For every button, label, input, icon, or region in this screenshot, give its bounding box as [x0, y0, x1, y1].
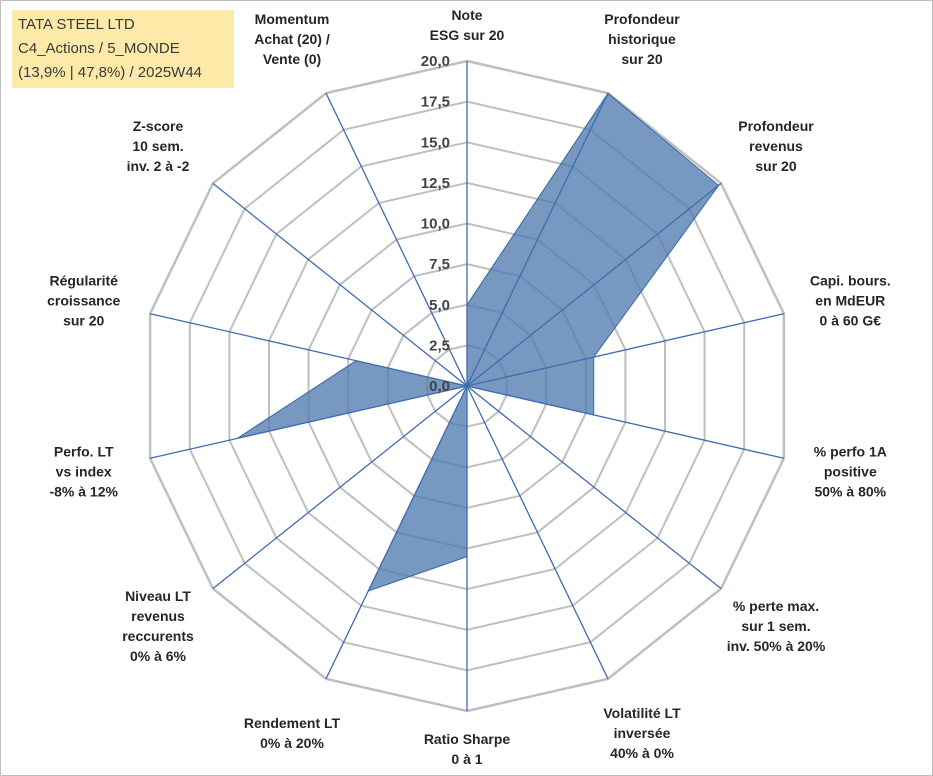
axis-label-line: 0% à 6%: [130, 648, 187, 664]
axis-label-line: Volatilité LT: [603, 705, 681, 721]
axis-label-line: positive: [824, 464, 877, 480]
tick-label: 17,5: [421, 94, 450, 111]
axis-label-line: ESG sur 20: [430, 27, 505, 43]
axis-label-line: Ratio Sharpe: [424, 731, 511, 747]
tick-label: 0,0: [429, 378, 450, 395]
axis-label-line: inversée: [614, 725, 671, 741]
axis-label: Régularité croissance sur 20: [47, 272, 120, 328]
axis-label-line: 0% à 20%: [260, 735, 324, 751]
axis-label-line: Régularité: [49, 272, 118, 288]
axis-label-line: inv. 2 à -2: [127, 158, 190, 174]
series-area: [237, 92, 720, 592]
axis-label-line: sur 20: [63, 312, 104, 328]
axis-label: % perfo 1A positive 50% à 80%: [814, 444, 887, 500]
axis-spoke: [466, 385, 785, 459]
axis-label: Z-score 10 sem. inv. 2 à -2: [127, 118, 190, 174]
axis-label-line: reccurents: [122, 628, 194, 644]
axis-label-line: % perfo 1A: [814, 444, 887, 460]
tick-label: 12,5: [421, 175, 450, 192]
axis-label: Profondeur revenus sur 20: [738, 118, 814, 174]
axis-spoke: [466, 92, 609, 387]
tick-label: 20,0: [421, 53, 450, 70]
axis-spoke: [325, 385, 468, 680]
axis-label: Volatilité LT inversée 40% à 0%: [603, 705, 681, 761]
axis-label: Perfo. LT vs index -8% à 12%: [49, 444, 118, 500]
axis-spoke: [466, 182, 722, 387]
tick-label: 2,5: [429, 337, 450, 354]
axis-label-line: 10 sem.: [132, 138, 183, 154]
axis-label-line: Perfo. LT: [54, 444, 114, 460]
tick-label: 7,5: [429, 256, 450, 273]
axis-label-line: Momentum: [255, 11, 330, 27]
axis-label: Rendement LT 0% à 20%: [244, 715, 341, 751]
tick-label: 5,0: [429, 297, 450, 314]
axis-label-line: Achat (20) /: [254, 31, 330, 47]
axis-label-line: Profondeur: [604, 11, 680, 27]
info-box: TATA STEEL LTD C4_Actions / 5_MONDE (13,…: [12, 10, 234, 88]
axis-label-line: historique: [608, 31, 676, 47]
axis-label-line: inv. 50% à 20%: [727, 638, 826, 654]
axis-label-line: sur 1 sem.: [741, 618, 810, 634]
axis-label: Profondeur historique sur 20: [604, 11, 680, 67]
axis-label-line: 0 à 60 G€: [820, 312, 882, 328]
axis-label-line: % perte max.: [733, 598, 819, 614]
axis-label-line: -8% à 12%: [49, 484, 118, 500]
axis-label-line: Niveau LT: [125, 588, 191, 604]
axis-label-line: sur 20: [755, 158, 796, 174]
axis-label-line: 40% à 0%: [610, 745, 674, 761]
axis-label-line: revenus: [749, 138, 803, 154]
info-line-company: TATA STEEL LTD: [18, 16, 135, 33]
axis-label-line: en MdEUR: [815, 292, 885, 308]
axis-label-line: Profondeur: [738, 118, 814, 134]
axis-label-line: vs index: [56, 464, 112, 480]
axis-label: Note ESG sur 20: [430, 7, 505, 43]
info-line-category: C4_Actions / 5_MONDE: [18, 40, 180, 57]
axis-label-line: Z-score: [133, 118, 184, 134]
axis-labels: Note ESG sur 20 Profondeur historique sur 20…: [47, 7, 891, 767]
radar-series: [237, 92, 720, 592]
axis-label-line: 50% à 80%: [814, 484, 886, 500]
info-line-stats: (13,9% | 47,8%) / 2025W44: [18, 64, 202, 81]
axis-label-line: 0 à 1: [451, 751, 482, 767]
axis-label-line: Vente (0): [263, 51, 321, 67]
radar-spokes: [149, 61, 785, 711]
axis-label: Ratio Sharpe 0 à 1: [424, 731, 511, 767]
axis-label-line: Rendement LT: [244, 715, 341, 731]
tick-label: 10,0: [421, 216, 450, 233]
axis-spoke: [212, 385, 468, 590]
axis-label-line: revenus: [131, 608, 185, 624]
axis-label: Capi. bours. en MdEUR 0 à 60 G€: [810, 272, 891, 328]
axis-spoke: [466, 385, 722, 590]
axis-label: % perte max. sur 1 sem. inv. 50% à 20%: [727, 598, 826, 654]
axis-label-line: croissance: [47, 292, 120, 308]
axis-spoke: [466, 385, 609, 680]
radial-tick-labels: 0,0 2,5 5,0 7,5 10,0 12,5 15,0 17,5 20,0: [421, 53, 450, 395]
axis-label-line: Note: [451, 7, 482, 23]
axis-spoke: [325, 92, 468, 387]
axis-spoke: [149, 313, 468, 387]
axis-label: Niveau LT revenus reccurents 0% à 6%: [122, 588, 194, 664]
axis-label-line: sur 20: [621, 51, 662, 67]
axis-spoke: [212, 182, 468, 387]
axis-label: Momentum Achat (20) / Vente (0): [254, 11, 330, 67]
axis-spoke: [149, 385, 468, 459]
axis-label-line: Capi. bours.: [810, 272, 891, 288]
axis-spoke: [466, 313, 785, 387]
tick-label: 15,0: [421, 134, 450, 151]
